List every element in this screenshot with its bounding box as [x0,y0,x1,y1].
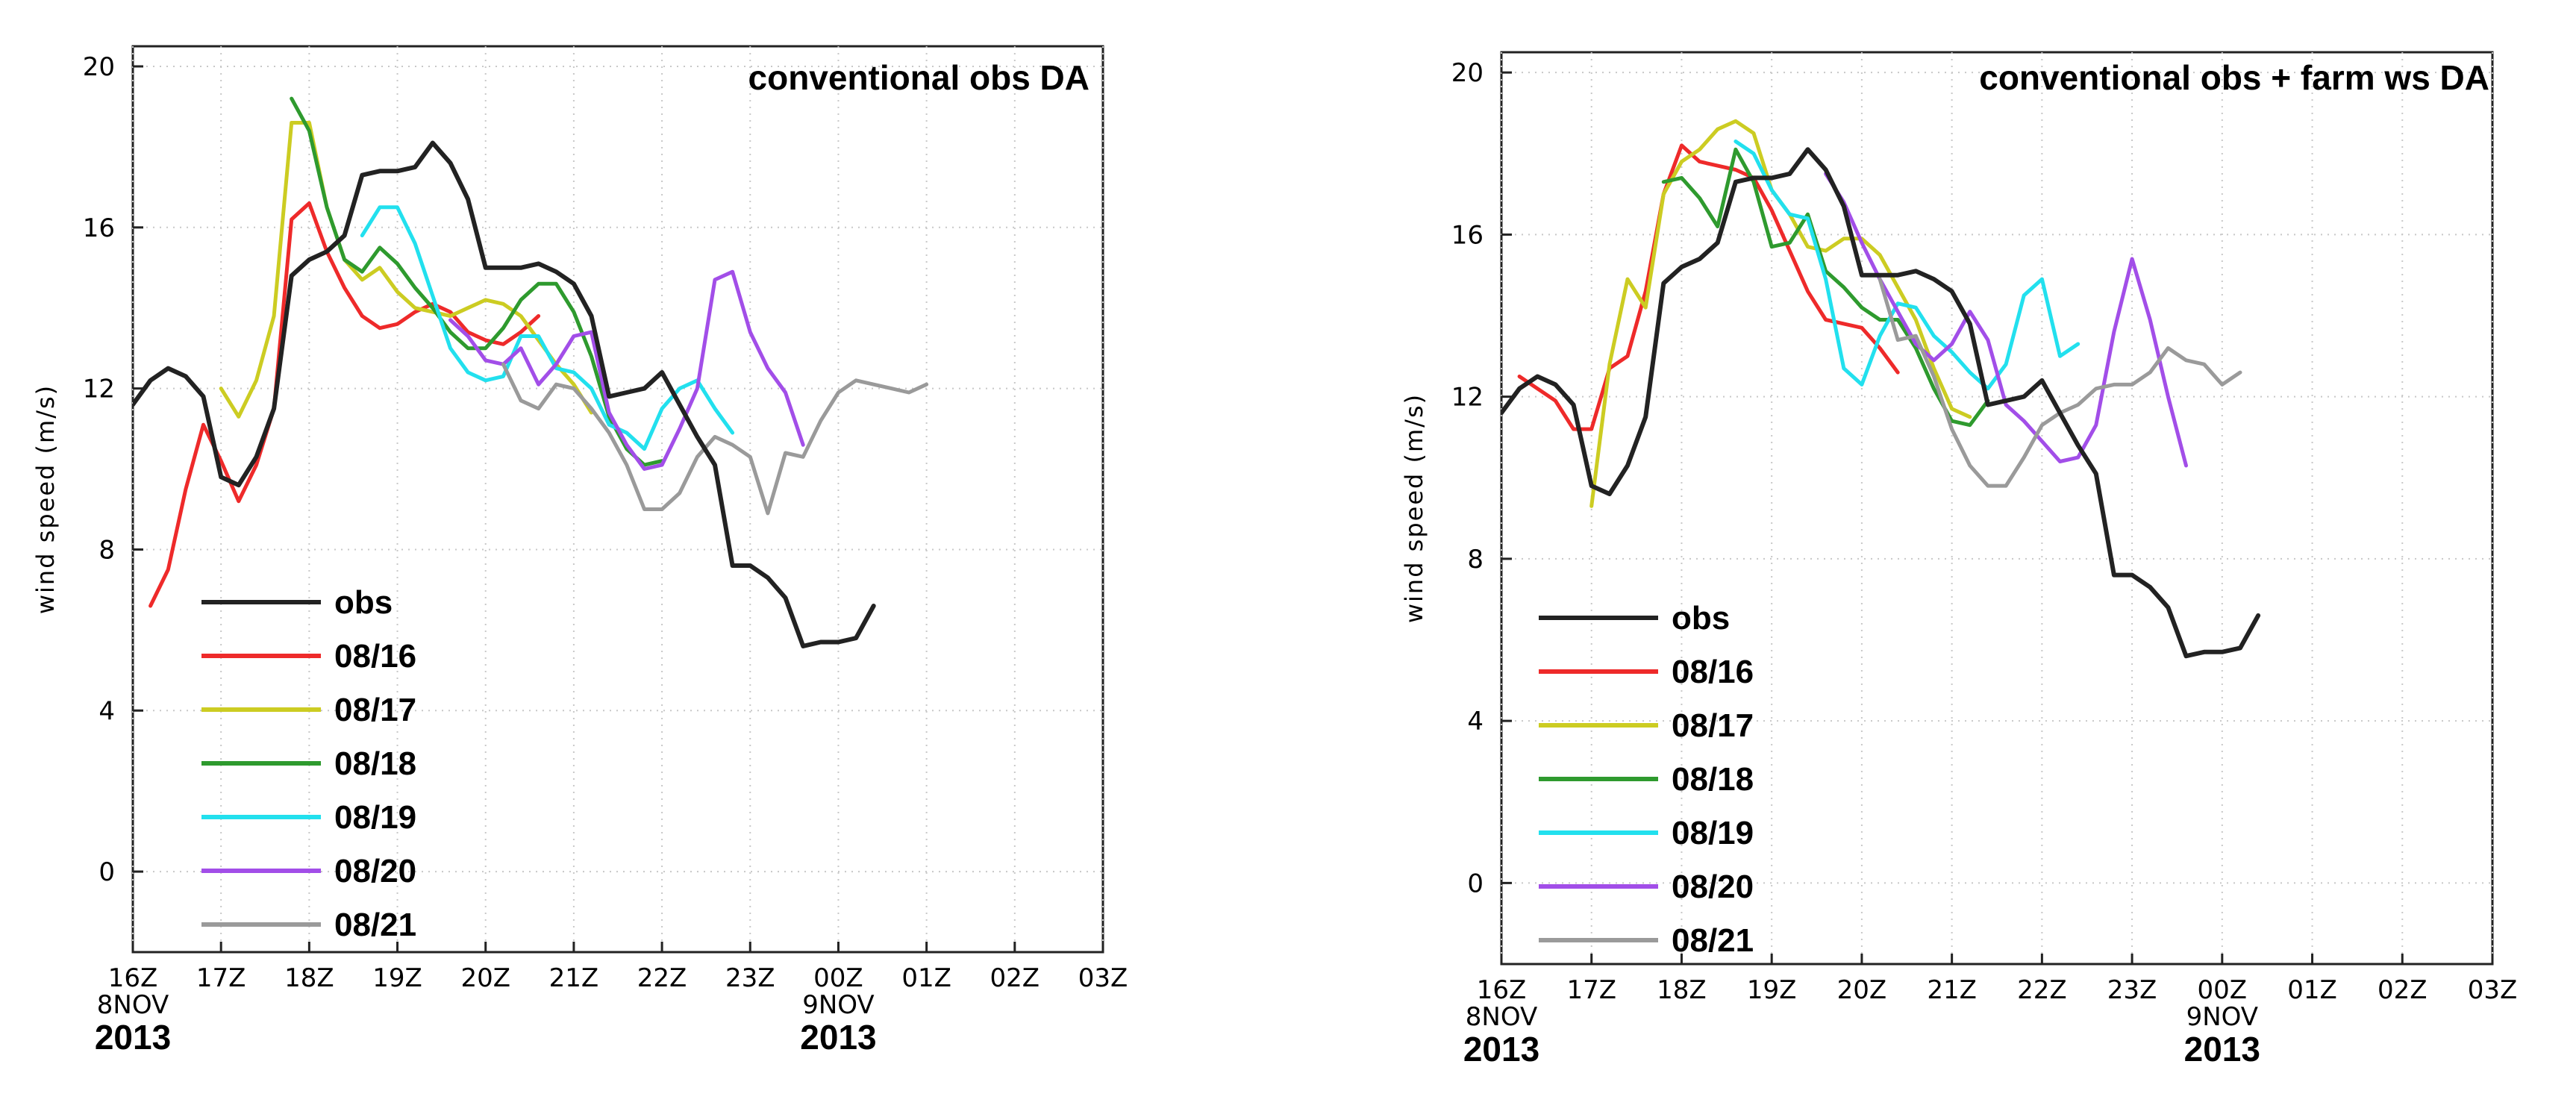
y-tick-label: 16 [1451,220,1484,250]
x-tick-label: 23Z [725,963,775,993]
x-tick-label: 03Z [1078,963,1128,993]
legend-label: obs [334,584,393,621]
x-tick-label: 01Z [901,963,951,993]
legend-label: obs [1672,600,1730,636]
x-tick-label: 16Z [108,963,158,993]
series-line-08-20 [1824,172,2188,468]
date-label: 9NOV [802,990,875,1020]
x-tick-label: 17Z [1566,975,1616,1005]
x-tick-label: 01Z [2287,975,2337,1005]
series-line-obs [133,140,876,648]
plot-area [1500,51,2494,966]
y-tick-label: 4 [1467,707,1484,736]
legend-label: 08/16 [1672,654,1754,690]
legend-label: 08/18 [1672,761,1754,798]
x-tick-label: 17Z [196,963,246,993]
x-tick-label: 18Z [284,963,334,993]
legend-label: 08/17 [1672,707,1754,744]
y-tick-label: 12 [1451,383,1484,413]
year-label: 2013 [1463,1030,1539,1069]
x-tick-label: 19Z [372,963,422,993]
x-tick-label: 00Z [2198,975,2248,1005]
chart-title: conventional obs + farm ws DA [1979,58,2489,97]
legend-label: 08/21 [334,907,416,943]
plot-area [131,45,1104,954]
series-line-08-19 [360,205,735,451]
y-tick-label: 12 [83,375,115,404]
series-line-08-21 [501,362,929,516]
y-axis-title: wind speed (m/s) [1400,393,1428,623]
x-tick-label: 20Z [460,963,510,993]
year-label: 2013 [95,1018,171,1057]
date-label: 8NOV [1466,1002,1538,1032]
x-tick-label: 20Z [1837,975,1887,1005]
year-label: 2013 [800,1018,876,1057]
date-label: 8NOV [97,990,169,1020]
panel-conventional-obs-da: 0 4 8 12 16 20 16Z 17Z 18Z 19Z 20Z 21Z 22Z 23Z 00Z 01Z 0… [31,45,1128,1057]
year-label: 2013 [2184,1030,2260,1069]
x-tick-label: 19Z [1747,975,1797,1005]
legend-label: 08/17 [334,692,416,728]
legend-label: 08/20 [334,853,416,889]
chart-title: conventional obs DA [748,58,1090,97]
series-line-obs [1501,147,2261,659]
y-tick-label: 8 [99,535,115,565]
x-tick-label: 02Z [990,963,1040,993]
x-tick-label: 23Z [2107,975,2157,1005]
series-line-08-19 [1734,140,2081,391]
x-tick-label: 02Z [2378,975,2427,1005]
legend-label: 08/16 [334,638,416,675]
x-tick-label: 03Z [2468,975,2518,1005]
y-tick-label: 0 [1467,869,1484,898]
series-line-08-17 [219,121,593,419]
panel-conventional-obs-farm-ws-da: 0 4 8 12 16 20 16Z 17Z 18Z 19Z 20Z 21Z 22Z 23Z 00Z 01Z 0… [1400,51,2518,1069]
legend-label: 08/20 [1672,869,1754,905]
legend-label: 08/18 [334,745,416,782]
y-tick-label: 8 [1467,545,1484,575]
y-tick-label: 20 [83,52,115,82]
x-tick-label: 21Z [549,963,599,993]
y-tick-label: 16 [83,213,115,243]
series-group [133,96,929,648]
x-tick-label: 22Z [2017,975,2067,1005]
y-axis-title: wind speed (m/s) [31,384,60,614]
x-tick-label: 21Z [1927,975,1977,1005]
series-group [1501,119,2261,659]
x-tick-label: 18Z [1657,975,1707,1005]
x-tick-label: 16Z [1477,975,1527,1005]
x-tick-label: 22Z [637,963,687,993]
y-tick-label: 20 [1451,58,1484,88]
date-label: 9NOV [2186,1002,2259,1032]
legend-label: 08/19 [334,799,416,836]
legend-label: 08/19 [1672,815,1754,851]
series-line-08-20 [448,269,805,471]
legend-label: 08/21 [1672,922,1754,959]
series-line-08-18 [1661,147,1990,428]
x-tick-label: 00Z [813,963,863,993]
y-tick-label: 4 [99,696,115,726]
y-tick-label: 0 [99,857,115,887]
